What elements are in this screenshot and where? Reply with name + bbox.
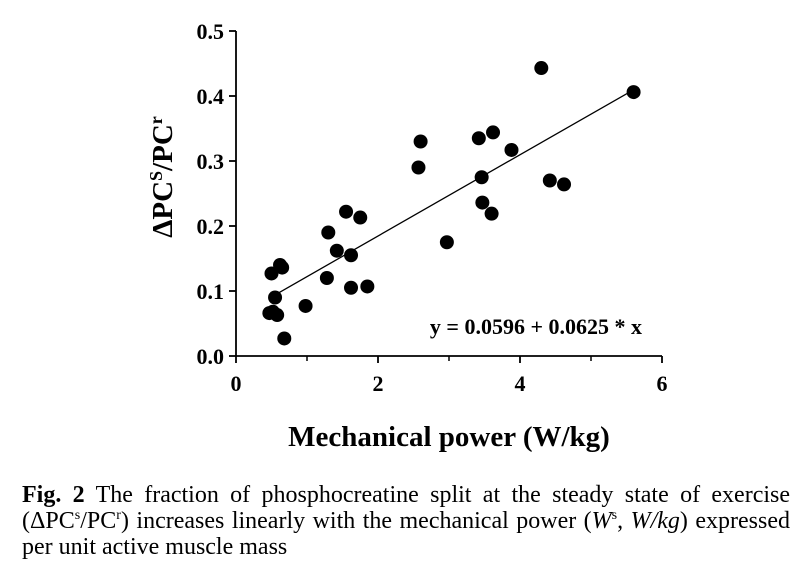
data-point [413,134,428,149]
data-point [298,298,313,313]
y-tick-label: 0.2 [197,214,225,239]
caption-text-1: The fraction of phosphocreatine split at… [22,482,791,534]
x-axis-title: Mechanical power (W/kg) [288,421,610,453]
caption-text-5: ) expressed per unit active muscle mass [22,508,790,560]
figure-caption: Fig. 2 The fraction of phosphocreatine s… [22,482,790,560]
y-tick-label: 0.1 [197,279,225,304]
x-tick-label: 2 [373,371,384,396]
data-point [264,266,279,281]
data-point [353,210,368,225]
x-tick-labels: 0 2 4 6 [231,371,668,396]
y-tick-label: 0.4 [197,84,225,109]
y-tick-labels: 0.0 0.1 0.2 0.3 0.4 0.5 [197,19,225,369]
data-point [339,204,354,219]
data-point [268,290,283,305]
caption-text-2: /PC [80,508,117,534]
data-point [270,308,285,323]
x-tick-label: 6 [657,371,668,396]
data-point [534,61,549,76]
axes [229,30,663,363]
data-point [557,177,572,192]
data-point [319,271,334,285]
data-point [275,260,290,275]
data-point [484,206,499,221]
data-point [439,235,454,250]
caption-w-italic: W [591,508,612,534]
x-tick-label: 4 [515,371,526,396]
regression-line [269,89,634,299]
data-point [504,142,519,157]
data-point [486,125,501,140]
data-point [411,160,426,175]
data-point [344,248,359,263]
caption-sup-3: s [611,508,618,523]
regression-line-group [269,89,634,299]
caption-sup-1: s [74,508,81,523]
data-point [626,85,641,100]
y-axis-title: ΔPCS/PCr [146,116,179,238]
data-point [277,331,292,346]
data-point [360,279,375,294]
y-tick-label: 0.3 [197,149,225,174]
data-point [474,170,489,185]
data-points [262,61,641,346]
caption-sup-2: r [116,508,121,523]
y-tick-label: 0.0 [197,344,225,369]
data-point [471,131,486,146]
x-tick-label: 0 [231,371,242,396]
caption-text-4: , [617,508,631,534]
y-tick-label: 0.5 [197,19,225,44]
scatter-chart: 0.0 0.1 0.2 0.3 0.4 0.5 0 2 4 6 y = 0.0596 + 0.0… [146,19,668,453]
caption-text-3: ) increases linearly with the mechanical… [120,508,592,534]
data-point [475,195,490,210]
data-point [321,225,336,240]
data-point [329,243,344,258]
caption-wkg-italic: W/kg [630,508,680,534]
regression-equation: y = 0.0596 + 0.0625 * x [430,314,642,339]
figure-number: Fig. 2 [22,482,85,508]
data-point [344,280,359,295]
data-point [542,173,557,188]
